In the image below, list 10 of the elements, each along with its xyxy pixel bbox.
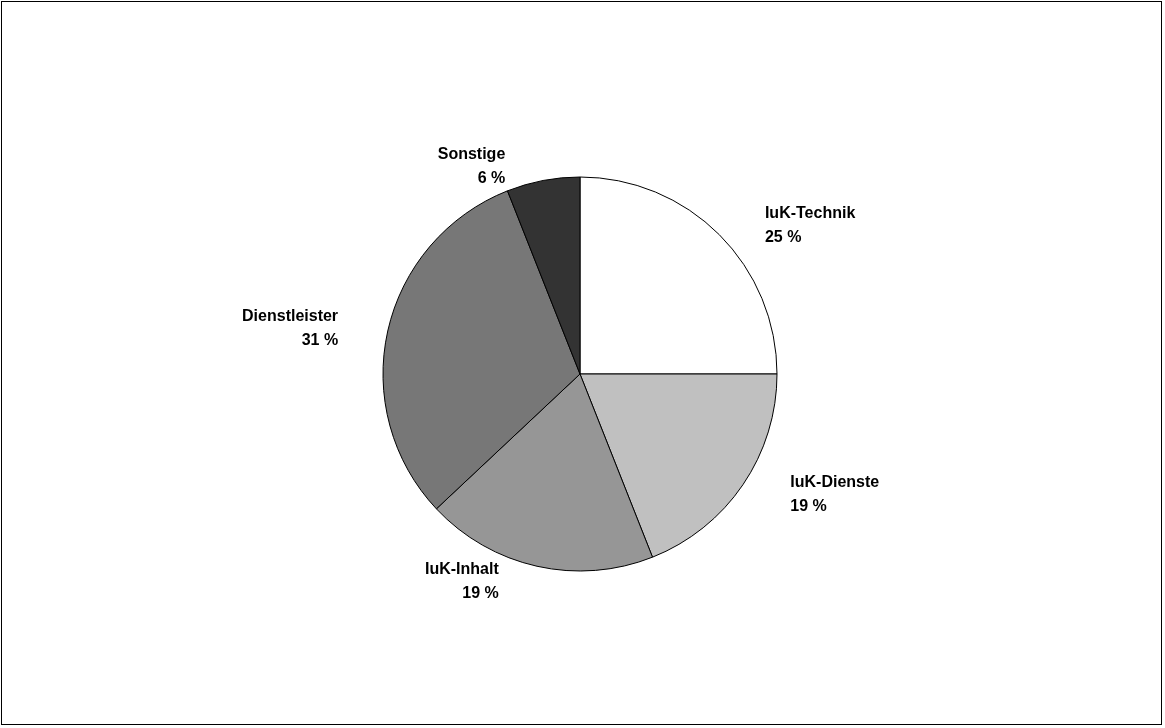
slice-label: IuK-Inhalt <box>424 560 500 578</box>
slice-label: Dienstleister <box>242 307 339 325</box>
data-label: 6 % <box>477 169 506 187</box>
data-label: 31 % <box>301 331 339 349</box>
data-label: 25 % <box>764 227 802 245</box>
data-label: 19 % <box>462 584 499 602</box>
slice-label: Sonstige <box>437 145 506 163</box>
slice-label: IuK-Dienste <box>790 472 880 490</box>
slice-label: IuK-Technik <box>764 203 856 221</box>
data-label: 19 % <box>790 496 827 514</box>
